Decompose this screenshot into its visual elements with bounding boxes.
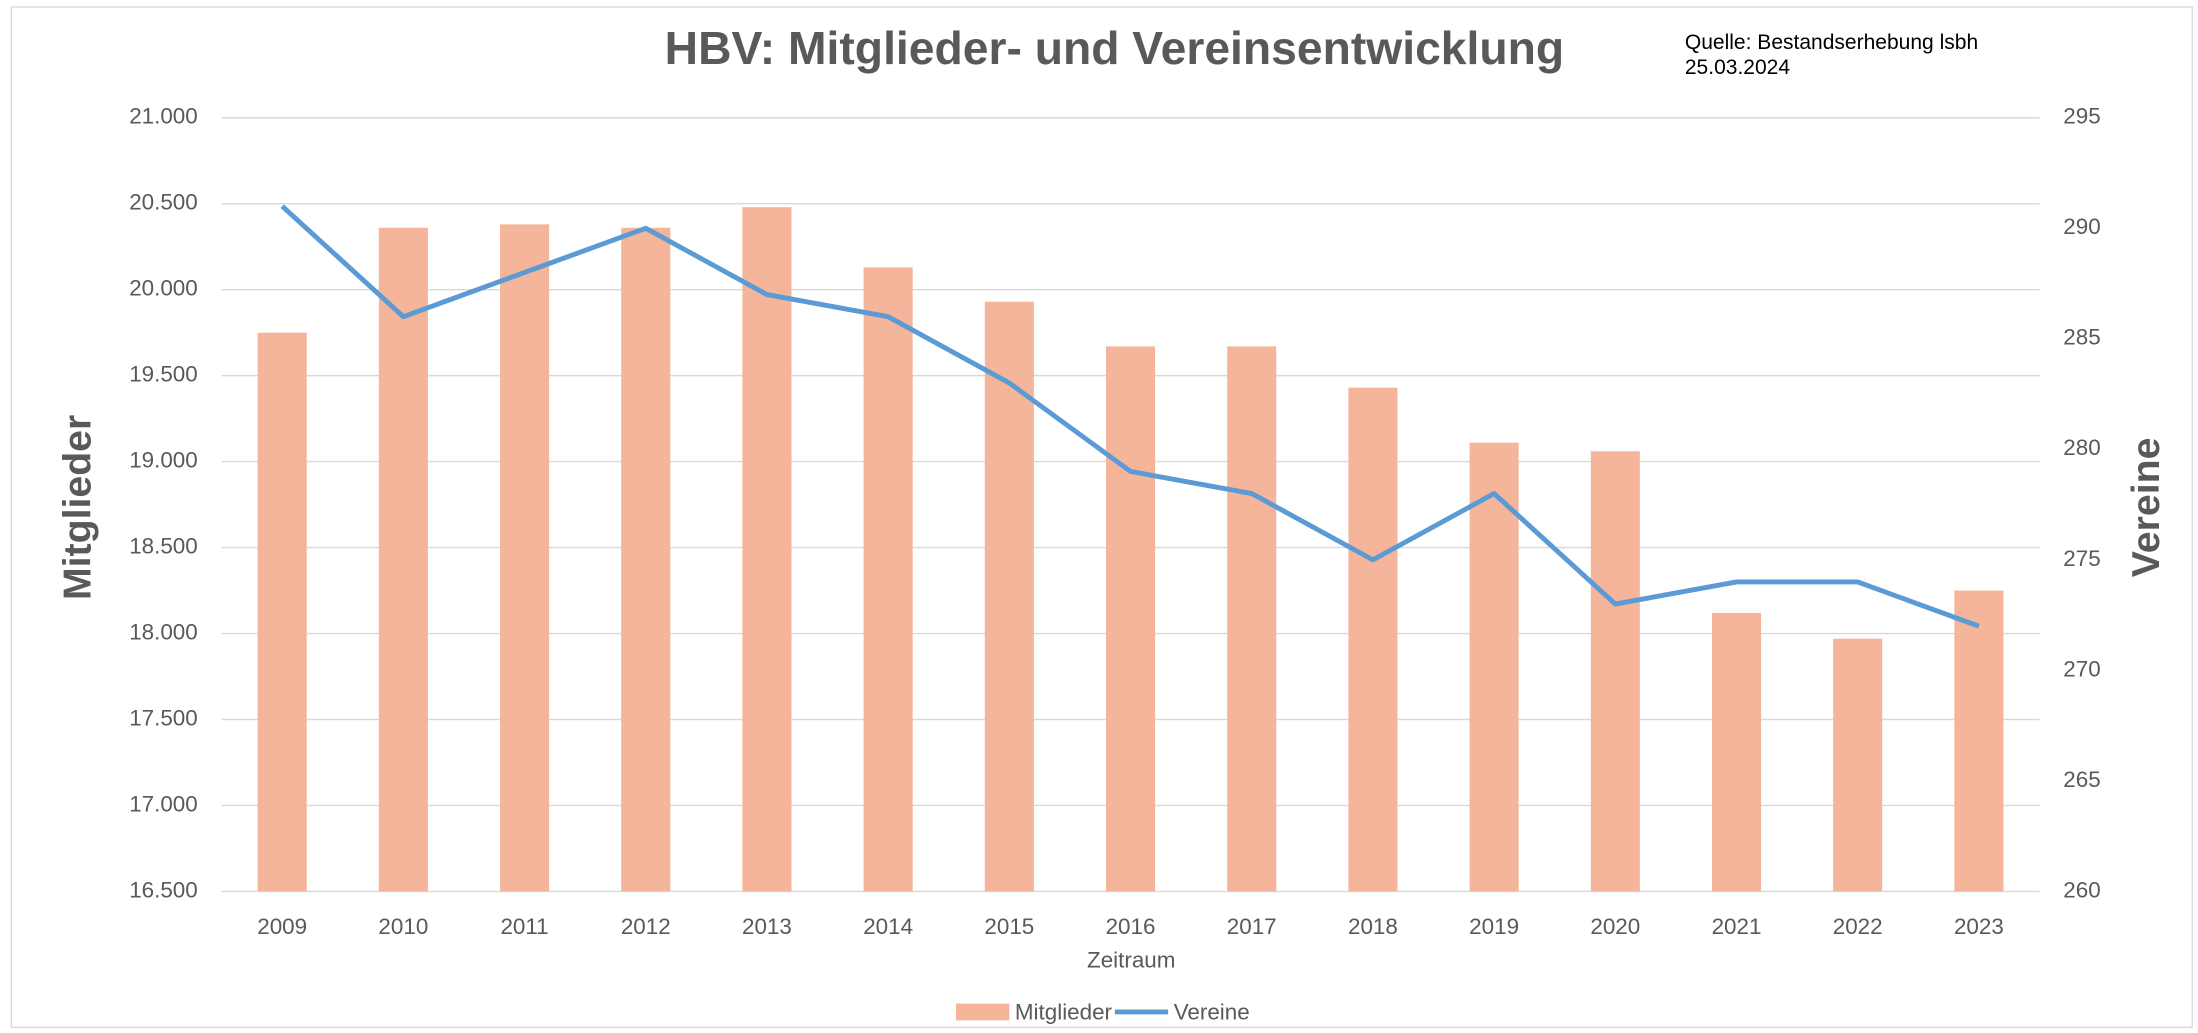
x-tick-label: 2017 [1227,914,1277,939]
bar [1590,451,1640,892]
y2-tick-label: 280 [2063,435,2100,460]
x-axis-title: Zeitraum [1087,947,1175,972]
bar [984,301,1034,892]
source-line: Quelle: Bestandserhebung lsbh [1685,31,1978,54]
bar [1833,638,1883,892]
y-tick-label: 16.500 [129,877,198,902]
y2-tick-label: 285 [2063,325,2100,350]
y-tick-label: 17.000 [129,791,198,816]
y-tick-label: 17.500 [129,705,198,730]
y-axis-title: Mitglieder [55,415,99,600]
y-tick-label: 21.000 [129,104,198,129]
x-tick-label: 2009 [257,914,307,939]
source-line: 25.03.2024 [1685,56,1790,79]
y-tick-label: 18.500 [129,533,198,558]
x-tick-label: 2013 [742,914,792,939]
x-tick-label: 2014 [863,914,913,939]
y-tick-label: 18.000 [129,619,198,644]
legend-label: Vereine [1174,999,1250,1024]
y-tick-label: 20.500 [129,190,198,215]
legend-label: Mitglieder [1015,999,1113,1024]
y-tick-label: 19.000 [129,448,198,473]
bar [1227,346,1277,892]
y-tick-label: 20.000 [129,276,198,301]
x-tick-label: 2015 [984,914,1034,939]
x-tick-label: 2023 [1954,914,2004,939]
y2-tick-label: 275 [2063,546,2100,571]
x-tick-label: 2020 [1590,914,1640,939]
x-tick-label: 2016 [1106,914,1156,939]
bar [1106,346,1156,892]
y2-tick-label: 270 [2063,656,2100,681]
bar [257,332,307,892]
bar [378,227,428,892]
bar [1348,387,1398,892]
y2-axis-title: Vereine [2124,438,2168,578]
y2-tick-label: 260 [2063,877,2100,902]
bar [621,227,671,892]
bar [742,207,792,892]
bar [1469,442,1519,892]
y2-tick-label: 295 [2063,104,2100,129]
bar [863,267,913,892]
x-tick-label: 2018 [1348,914,1398,939]
y-tick-label: 19.500 [129,362,198,387]
chart-title: HBV: Mitglieder- und Vereinsentwicklung [665,22,1564,74]
x-tick-label: 2021 [1712,914,1762,939]
x-tick-label: 2012 [621,914,671,939]
bar [1711,612,1762,892]
chart-frame [10,6,2193,1029]
x-tick-label: 2022 [1833,914,1883,939]
x-tick-label: 2011 [500,914,548,939]
y2-tick-label: 265 [2063,767,2100,792]
legend-swatch [956,1003,1010,1021]
y2-tick-label: 290 [2063,214,2100,239]
bar [500,224,550,892]
line [280,204,1980,629]
x-tick-label: 2010 [378,914,428,939]
x-tick-label: 2019 [1469,914,1519,939]
bar [1954,590,2004,892]
